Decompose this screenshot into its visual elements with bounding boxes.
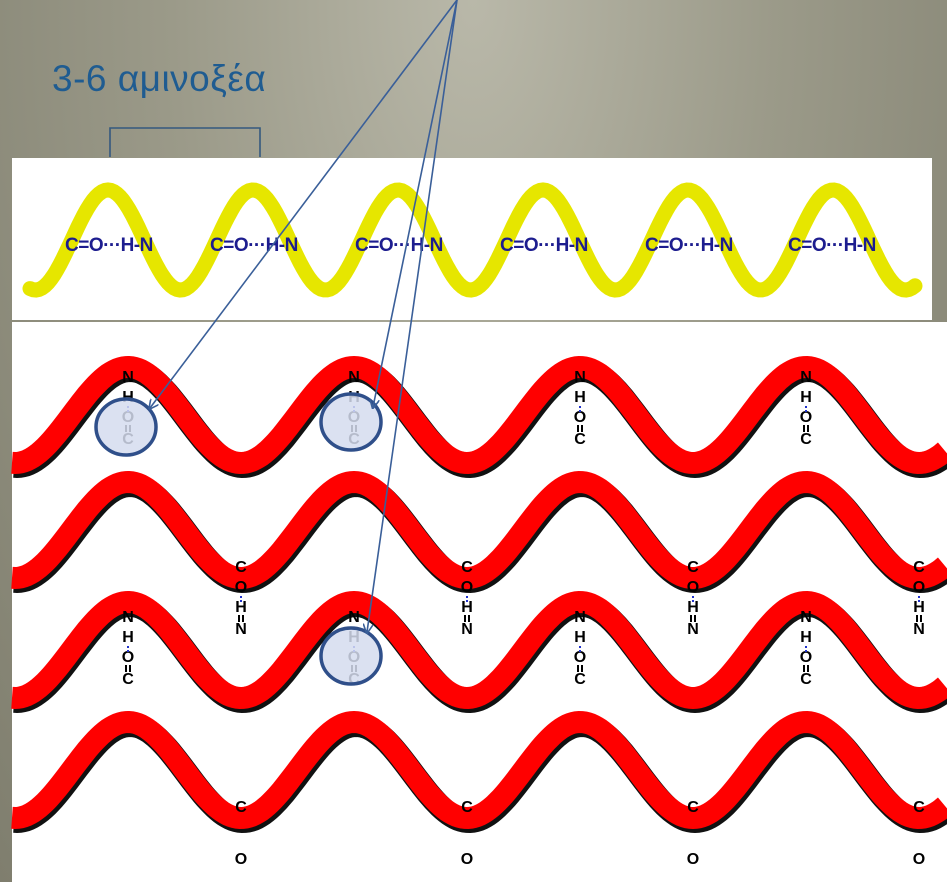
alpha-helix-backbone — [22, 182, 923, 298]
atom-label: O — [235, 579, 247, 596]
pointer-arrow — [150, 0, 458, 408]
helix-bond-label: C=O···H-N — [788, 235, 876, 256]
atom-label: C — [574, 431, 586, 448]
atom-label: N — [122, 609, 134, 626]
atom-label: C — [235, 799, 247, 816]
atom-label: O — [913, 579, 925, 596]
atom-label: O — [800, 649, 812, 666]
atom-label: O — [122, 649, 134, 666]
helix-bond-label: C=O···H-N — [355, 235, 443, 256]
atom-label: C — [800, 671, 812, 688]
atom-label: N — [235, 621, 247, 638]
atom-label: C — [800, 431, 812, 448]
beta-strand — [11, 590, 947, 710]
title-bracket — [109, 127, 261, 157]
atom-label: O — [687, 579, 699, 596]
hydrogen-bond-partial: CO — [461, 799, 473, 868]
atom-label: H — [913, 599, 925, 616]
atom-label: O — [574, 409, 586, 426]
beta-strand — [11, 470, 947, 590]
beta-strand — [11, 355, 947, 475]
atom-label: H — [122, 629, 134, 646]
atom-label: C — [122, 671, 134, 688]
atom-label: C — [913, 799, 925, 816]
atom-label: N — [800, 369, 812, 386]
hydrogen-bond-highlight — [94, 397, 158, 457]
hydrogen-bond-partial: CO — [687, 799, 699, 868]
atom-label: N — [687, 621, 699, 638]
atom-label: C — [687, 559, 699, 576]
atom-label: N — [574, 609, 586, 626]
atom-label: N — [122, 369, 134, 386]
helix-bond-label: C=O···H-N — [645, 235, 733, 256]
beta-strand — [11, 710, 947, 830]
atom-label: O — [461, 579, 473, 596]
atom-label: C — [687, 799, 699, 816]
atom-label: C — [461, 799, 473, 816]
atom-label: C — [235, 559, 247, 576]
hydrogen-bond-partial: CO — [913, 799, 925, 868]
atom-label: H — [800, 629, 812, 646]
hydrogen-bond-highlight — [319, 626, 383, 686]
helix-bond-label: C=O···H-N — [500, 235, 588, 256]
atom-label: H — [574, 389, 586, 406]
hydrogen-bond-partial: CO — [235, 799, 247, 868]
hydrogen-bond-highlight — [319, 392, 383, 452]
atom-label: C — [913, 559, 925, 576]
atom-label: N — [574, 369, 586, 386]
atom-label: O — [235, 851, 247, 868]
pointer-arrow — [367, 0, 458, 632]
atom-label: N — [800, 609, 812, 626]
atom-label: N — [348, 369, 360, 386]
atom-label: C — [461, 559, 473, 576]
helix-bond-label: C=O···H-N — [65, 235, 153, 256]
atom-label: O — [574, 649, 586, 666]
pointer-arrow — [373, 0, 458, 407]
atom-label: O — [800, 409, 812, 426]
atom-label: H — [235, 599, 247, 616]
atom-label: O — [687, 851, 699, 868]
atom-label: O — [913, 851, 925, 868]
atom-label: H — [461, 599, 473, 616]
atom-label: N — [461, 621, 473, 638]
atom-label: H — [687, 599, 699, 616]
atom-label: N — [913, 621, 925, 638]
helix-bond-label: C=O···H-N — [210, 235, 298, 256]
atom-label: C — [574, 671, 586, 688]
diagram-title: 3-6 αμινοξέα — [52, 58, 267, 99]
atom-label: H — [574, 629, 586, 646]
atom-label: N — [348, 609, 360, 626]
atom-label: O — [461, 851, 473, 868]
atom-label: H — [800, 389, 812, 406]
